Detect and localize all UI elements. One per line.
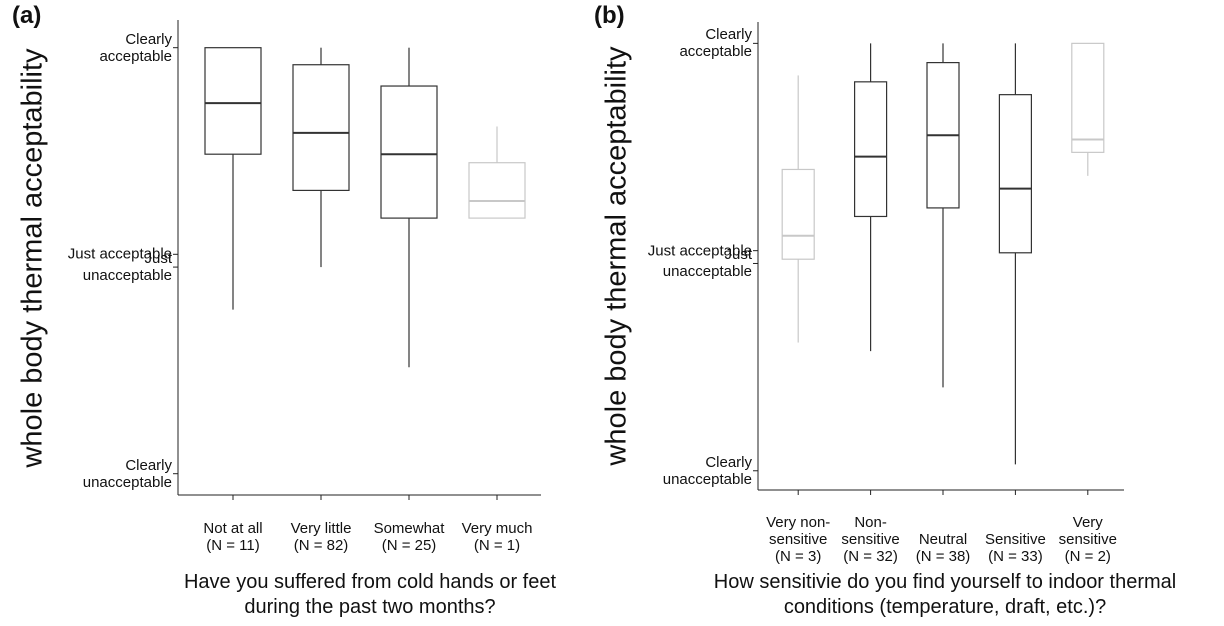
box xyxy=(204,47,262,155)
y-tick-label: Just unacceptable xyxy=(662,246,752,281)
x-tick-label: Very non-sensitive xyxy=(766,514,831,548)
n-label: (N = 1) xyxy=(473,537,521,554)
panel-label: (b) xyxy=(594,2,625,29)
y-axis-label: whole body thermal acceptability xyxy=(600,46,633,466)
x-tick-label: Sensitive xyxy=(984,531,1046,548)
n-label: (N = 82) xyxy=(293,537,349,554)
n-label: (N = 38) xyxy=(915,548,971,565)
x-tick-label: Somewhat xyxy=(373,520,445,537)
n-label: (N = 33) xyxy=(988,548,1043,565)
box xyxy=(853,81,888,218)
x-axis-label: How sensitivie do you find yourself to i… xyxy=(713,571,1177,618)
y-tick-label: Just acceptable xyxy=(67,245,172,263)
y-tick-label: Clearly unacceptable xyxy=(662,453,752,488)
x-tick-label: Neutral xyxy=(918,531,968,548)
n-label: (N = 3) xyxy=(775,548,822,565)
box xyxy=(1071,42,1105,153)
x-axis-label: Have you suffered from cold hands or fee… xyxy=(183,571,557,618)
x-tick-label: Not at all xyxy=(203,520,263,537)
y-tick-label: Just unacceptable xyxy=(82,250,172,285)
x-tick-label: Very little xyxy=(290,520,352,537)
box xyxy=(781,168,815,260)
n-label: (N = 11) xyxy=(206,537,260,554)
n-label: (N = 25) xyxy=(381,537,437,554)
box xyxy=(468,162,526,219)
box xyxy=(380,85,438,219)
box xyxy=(998,94,1033,254)
n-label: (N = 32) xyxy=(843,548,898,565)
y-tick-label: Clearly acceptable xyxy=(99,30,172,65)
y-axis-label: whole body thermal acceptability xyxy=(16,47,49,468)
n-label: (N = 2) xyxy=(1064,548,1111,565)
x-tick-label: Very sensitive xyxy=(1058,514,1117,548)
y-tick-label: Clearly unacceptable xyxy=(82,456,172,491)
box xyxy=(292,64,350,192)
x-tick-label: Non-sensitive xyxy=(841,514,900,548)
x-tick-label: Very much xyxy=(461,520,533,537)
y-tick-label: Just acceptable xyxy=(647,242,752,260)
panel-label: (a) xyxy=(12,2,42,29)
y-tick-label: Clearly acceptable xyxy=(679,26,752,61)
